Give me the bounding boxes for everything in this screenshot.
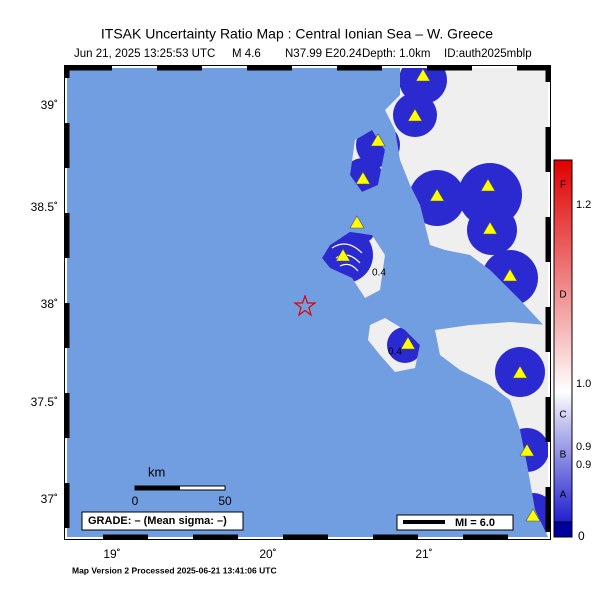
frame-ticks [64,65,551,540]
subtitle-magnitude: M 4.6 [232,48,261,60]
grade-letter: C [559,410,566,421]
subtitle-location: N37.99 E20.24 [285,48,362,60]
subtitle-id: ID:auth2025mblp [444,48,532,60]
lon-label: 19˚ [103,547,120,561]
frame [64,65,551,540]
lat-label: 39˚ [41,98,58,112]
epicenter [293,294,317,317]
contour [331,243,363,272]
footer: Map Version 2 Processed 2025-06-21 13:41… [72,565,277,575]
colorbar-label: 1.2 [576,199,591,211]
subtitle-depth: Depth: 1.0km [362,48,430,60]
grade-letter: D [559,290,566,301]
colorbar-ramp [553,159,573,523]
scale-tick: 50 [218,494,232,508]
contour-label: 0.4 [388,347,402,358]
scale-bar-fill [135,486,180,490]
colorbar-label: 1.0 [576,378,591,390]
lat-label: 38˚ [41,297,58,311]
grade: GRADE: – (Mean sigma: –) [88,515,227,527]
map-area: 0.4 0.4 km 0 50 GRADE: – (Mean sigma: –)… [64,65,551,540]
subtitle-date: Jun 21, 2025 13:25:53 UTC [74,48,215,60]
lon-label: 21˚ [415,547,432,561]
colorbar-floor [553,521,573,538]
title: ITSAK Uncertainty Ratio Map : Central Io… [101,26,493,42]
grade-letter: A [560,490,567,501]
scale-unit: km [148,464,165,479]
scale-tick: 0 [132,494,139,508]
grade-letter: B [560,450,567,461]
lon-label: 20˚ [259,547,276,561]
contour-label: 0.4 [372,268,386,279]
lat-label: 37.5˚ [31,395,58,409]
lat-label: 38.5˚ [31,200,58,214]
colorbar-label: 0.9 [576,441,591,453]
colorbar: F D C B A 1.2 1.0 0.9 0.9 0 [553,159,591,543]
mi-legend: MI = 6.0 [455,517,495,529]
colorbar-label: 0.9 [576,459,591,471]
stations [335,68,541,522]
lat-label: 37˚ [41,492,58,506]
colorbar-label: 0 [578,529,585,543]
mi-box [396,514,514,531]
grade-letter: F [560,180,566,191]
grade-box [81,511,244,531]
